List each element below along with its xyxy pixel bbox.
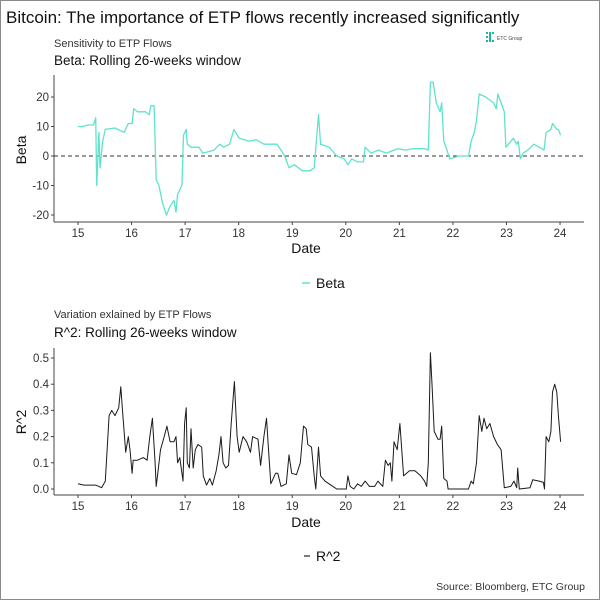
beta-y-tick-label: -20 — [32, 210, 49, 222]
r2-y-tick-label: 0.2 — [33, 432, 49, 444]
r2-chart-subtitle: Variation exlained by ETP Flows — [54, 309, 212, 321]
r2-y-axis-label: R^2 — [13, 410, 29, 435]
r2-x-tick-label: 24 — [554, 501, 567, 513]
main-title: Bitcoin: The importance of ETP flows rec… — [6, 8, 520, 27]
source-note: Source: Bloomberg, ETC Group — [436, 581, 585, 593]
logo-mark — [492, 40, 494, 42]
r2-y-tick-label: 0.5 — [33, 353, 49, 365]
r2-y-tick-label: 0.1 — [33, 458, 49, 470]
beta-x-tick-label: 24 — [554, 228, 567, 240]
beta-x-tick-label: 18 — [232, 228, 245, 240]
beta-series-line — [78, 81, 562, 216]
logo-mark — [486, 36, 488, 38]
r2-x-tick-label: 16 — [125, 501, 138, 513]
beta-x-tick-label: 21 — [393, 228, 406, 240]
r2-y-tick-label: 0.0 — [33, 484, 49, 496]
beta-y-tick-label: 10 — [36, 122, 49, 134]
beta-chart-subtitle: Sensitivity to ETP Flows — [54, 38, 172, 50]
beta-y-tick-label: 20 — [36, 92, 49, 104]
logo-mark — [492, 32, 494, 34]
logo-mark — [486, 40, 488, 42]
r2-x-tick-label: 21 — [393, 501, 406, 513]
r2-y-tick-label: 0.4 — [33, 379, 50, 391]
logo-mark — [489, 32, 491, 42]
r2-x-tick-label: 19 — [286, 501, 299, 513]
etc-group-logo: ETC Group — [486, 32, 523, 42]
beta-chart-title: Beta: Rolling 26-weeks window — [54, 53, 241, 68]
beta-x-axis-label: Date — [291, 240, 321, 256]
beta-legend-label: Beta — [316, 275, 345, 291]
beta-x-tick-label: 15 — [72, 228, 85, 240]
beta-x-tick-label: 17 — [179, 228, 192, 240]
r2-x-tick-label: 17 — [179, 501, 192, 513]
logo-mark — [486, 32, 488, 34]
r2-x-tick-label: 23 — [500, 501, 513, 513]
beta-y-tick-label: 0 — [43, 151, 49, 163]
r2-x-tick-label: 22 — [447, 501, 460, 513]
beta-y-axis-label: Beta — [13, 135, 29, 164]
r2-legend-label: R^2 — [316, 548, 341, 564]
r2-chart-title: R^2: Rolling 26-weeks window — [54, 325, 237, 340]
r2-x-axis-label: Date — [291, 514, 321, 530]
r2-x-tick-label: 15 — [72, 501, 85, 513]
beta-y-tick-label: -10 — [32, 181, 49, 193]
beta-chart: Sensitivity to ETP Flows Beta: Rolling 2… — [13, 38, 584, 291]
beta-x-tick-label: 19 — [286, 228, 299, 240]
beta-x-tick-label: 22 — [447, 228, 460, 240]
beta-x-tick-label: 16 — [125, 228, 138, 240]
r2-y-tick-label: 0.3 — [33, 405, 49, 417]
beta-x-tick-label: 20 — [339, 228, 352, 240]
r2-x-tick-label: 18 — [232, 501, 245, 513]
logo-text: ETC Group — [497, 36, 523, 42]
r2-series-line — [77, 352, 562, 490]
r2-chart: Variation exlained by ETP Flows R^2: Rol… — [13, 309, 584, 564]
beta-x-tick-label: 23 — [500, 228, 513, 240]
r2-x-tick-label: 20 — [339, 501, 352, 513]
